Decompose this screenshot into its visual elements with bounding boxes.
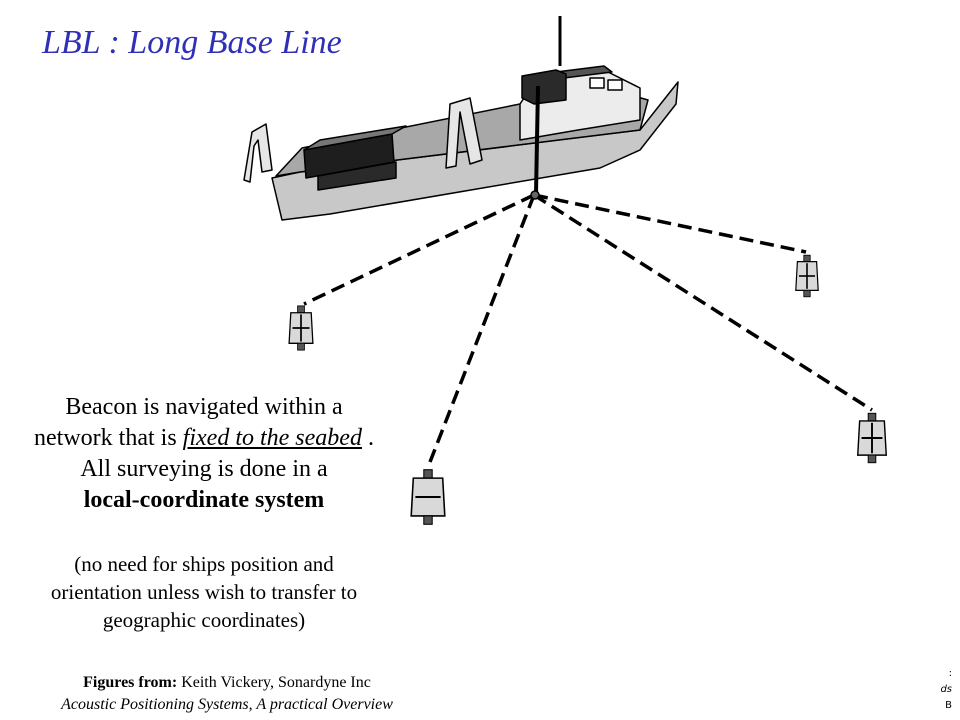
survey-vessel-icon (243, 16, 679, 221)
local-coordinate-emphasis: local-coordinate system (83, 487, 325, 513)
edge-mark: ds (940, 684, 952, 695)
description-line: Beacon is navigated within a (65, 394, 343, 420)
description-line: All surveying is done in a (80, 456, 328, 482)
wheelhouse-window (607, 79, 623, 91)
seabed-beacon-icon (288, 305, 314, 351)
credit-author: Keith Vickery, Sonardyne Inc (177, 674, 371, 691)
transducer-pole-icon (534, 85, 540, 195)
description-fragment: . (361, 425, 374, 451)
seabed-beacon-icon (795, 254, 819, 298)
link-to-beacon-left (303, 193, 535, 306)
note-text: (no need for ships position and orientat… (0, 550, 408, 634)
equipment-housing (521, 69, 567, 105)
edge-mark: : (948, 668, 952, 679)
credit-colon: : (171, 674, 178, 691)
transducer-head (530, 190, 540, 200)
slide-title: LBL : Long Base Line (42, 24, 342, 61)
description-fragment: network that is (34, 425, 183, 451)
link-to-beacon-bottom (428, 194, 536, 463)
description-text: Beacon is navigated within a network tha… (0, 392, 408, 516)
credit-source: Acoustic Positioning Systems, A practica… (61, 696, 393, 713)
figure-credit: Figures from: Keith Vickery, Sonardyne I… (0, 672, 454, 716)
cargo-box-top (303, 125, 407, 151)
a-frame (243, 123, 273, 183)
note-line: geographic coordinates) (102, 608, 306, 632)
seabed-beacon-icon (856, 412, 888, 464)
seabed-beacon-icon (410, 469, 446, 525)
acoustic-links (303, 193, 873, 463)
fixed-to-seabed-emphasis: fixed to the seabed (182, 425, 362, 451)
wheelhouse-window (589, 77, 605, 89)
credit-label: Figures from (83, 674, 172, 691)
cargo-box-2 (317, 161, 397, 191)
credit-line: Figures from: Keith Vickery, Sonardyne I… (0, 672, 454, 694)
link-to-beacon-right-near (533, 193, 873, 412)
description-line: network that is fixed to the seabed . (0, 423, 408, 454)
note-line: (no need for ships position and (74, 552, 334, 576)
link-to-beacon-right-far (533, 193, 807, 254)
crane (445, 97, 483, 169)
edge-mark: B (945, 700, 952, 711)
note-line: orientation unless wish to transfer to (50, 580, 358, 604)
